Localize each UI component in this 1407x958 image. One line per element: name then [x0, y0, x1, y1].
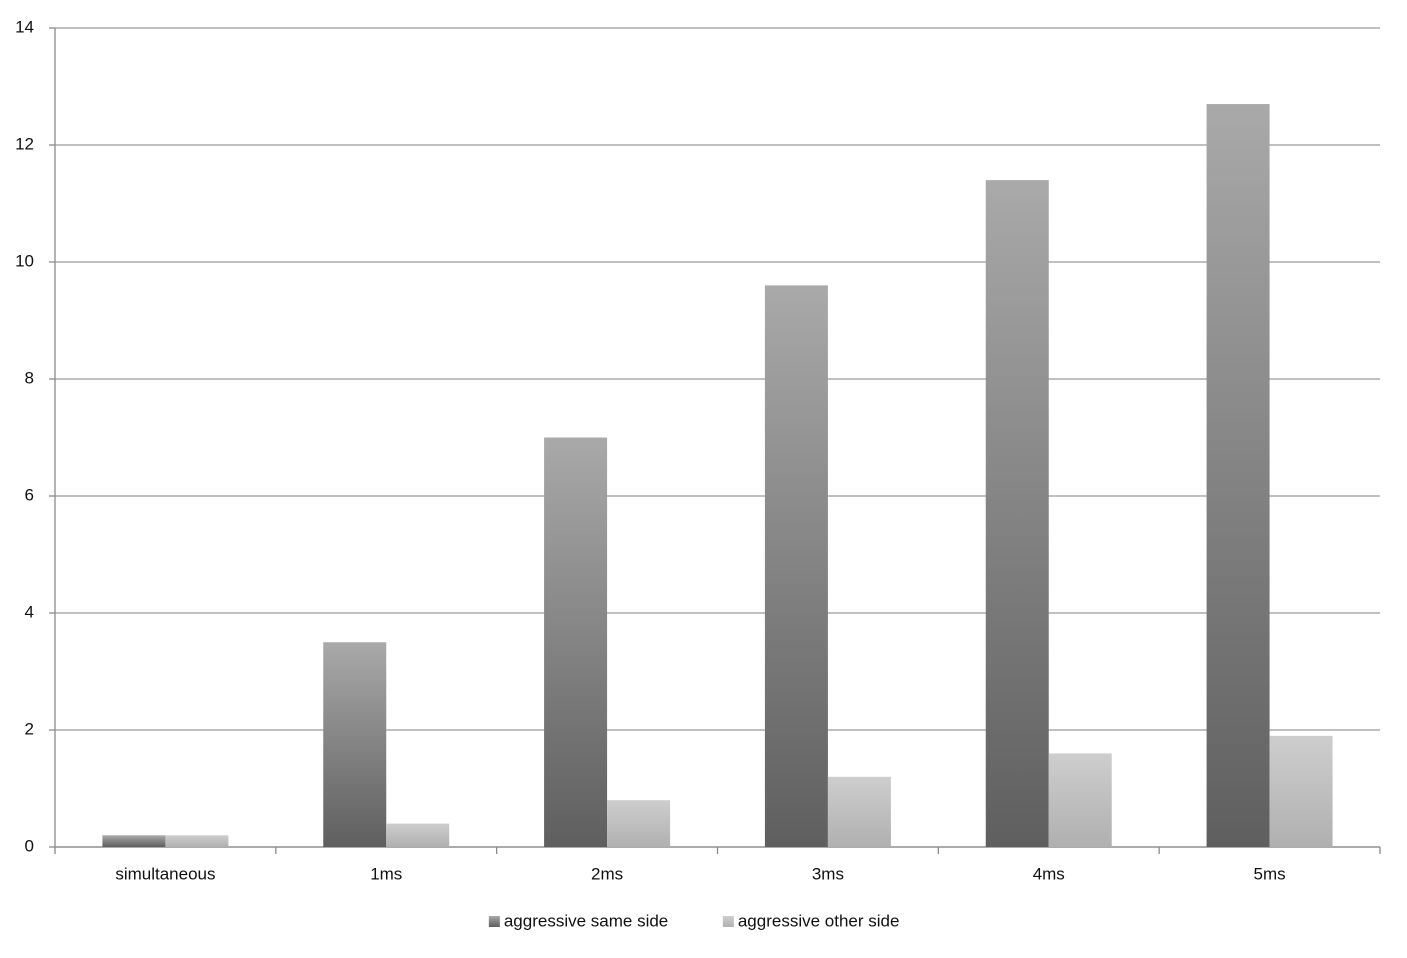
bar [607, 800, 671, 847]
y-tick-label: 10 [15, 251, 34, 270]
bar [544, 437, 608, 847]
legend-label: aggressive same side [504, 911, 668, 930]
y-tick-label: 6 [25, 485, 34, 504]
bar [985, 180, 1049, 848]
y-tick-label: 2 [25, 719, 34, 738]
y-tick-label: 14 [15, 17, 34, 36]
bar [827, 776, 891, 847]
bar [102, 835, 166, 847]
legend-label: aggressive other side [738, 911, 900, 930]
y-tick-label: 4 [25, 602, 34, 621]
x-tick-label: 4ms [1033, 864, 1065, 883]
y-tick-label: 8 [25, 368, 34, 387]
legend-swatch [722, 916, 734, 927]
bar [323, 642, 387, 847]
bar [764, 285, 828, 847]
legend-swatch [488, 916, 500, 927]
bar [386, 823, 450, 847]
x-tick-label: 5ms [1254, 864, 1286, 883]
bar [1269, 735, 1333, 847]
bar [1048, 753, 1112, 847]
bar [1206, 104, 1270, 848]
y-tick-label: 12 [15, 134, 34, 153]
x-tick-label: simultaneous [115, 864, 215, 883]
x-tick-label: 2ms [591, 864, 623, 883]
x-tick-label: 1ms [370, 864, 402, 883]
y-tick-label: 0 [25, 836, 34, 855]
bar [165, 835, 229, 847]
x-tick-label: 3ms [812, 864, 844, 883]
